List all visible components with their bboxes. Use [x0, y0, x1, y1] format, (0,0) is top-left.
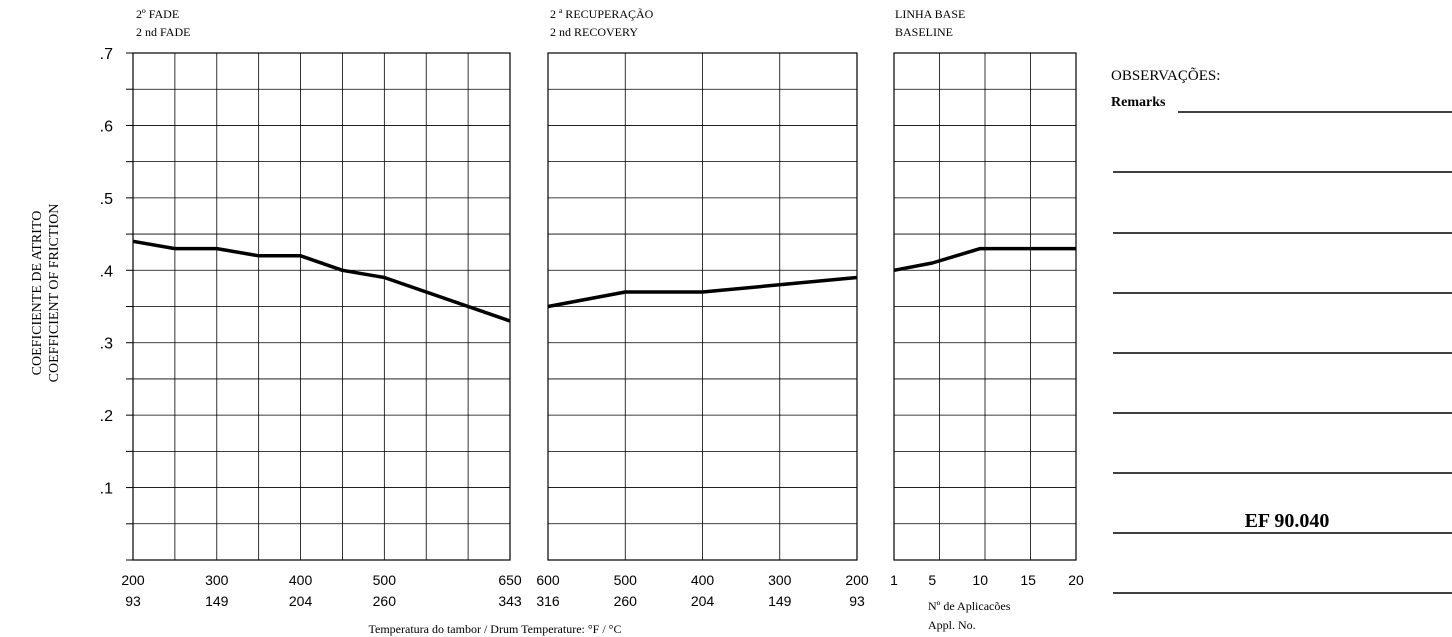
recovery-panel-title-line2: 2 nd RECOVERY — [550, 25, 638, 39]
fade-panel-title-line1: 2º FADE — [136, 7, 179, 21]
series-line — [547, 275, 858, 309]
x-tick-label-secondary: 204 — [289, 593, 313, 609]
baseline-panel-title-line1: LINHA BASE — [895, 7, 965, 21]
x-tick-label: 300 — [205, 572, 229, 588]
series-line — [893, 246, 1076, 273]
x-tick-label-secondary: 316 — [536, 593, 560, 609]
y-tick-label: .3 — [100, 336, 113, 353]
x-tick-label: 10 — [972, 572, 988, 588]
y-tick-label: .1 — [100, 481, 113, 498]
remarks-section: OBSERVAÇÕES: Remarks EF 90.040 — [1111, 67, 1452, 594]
baseline-x-axis-title-line2: Appl. No. — [928, 618, 976, 632]
y-tick-labels: .1 .2 .3 .4 .5 .6 .7 — [100, 46, 133, 561]
x-tick-label: 300 — [768, 572, 792, 588]
y-tick-label: .6 — [100, 118, 113, 135]
x-tick-label: 600 — [536, 572, 560, 588]
x-tick-label: 200 — [845, 572, 869, 588]
x-tick-label: 200 — [121, 572, 145, 588]
y-tick-label: .5 — [100, 191, 113, 208]
x-tick-label-secondary: 149 — [768, 593, 792, 609]
recovery-panel-title-line1: 2 ª RECUPERAÇÃO — [550, 7, 654, 21]
x-tick-label: 500 — [373, 572, 397, 588]
baseline-panel-title-line2: BASELINE — [895, 25, 953, 39]
x-tick-label: 1 — [890, 572, 898, 588]
x-tick-label-secondary: 149 — [205, 593, 229, 609]
x-tick-label: 20 — [1068, 572, 1084, 588]
baseline-panel: 1 5 10 15 20 — [890, 52, 1084, 588]
fade-panel: 200 300 400 500 650 93 149 204 260 343 — [121, 52, 522, 609]
remarks-title-pt: OBSERVAÇÕES: — [1111, 67, 1220, 84]
x-tick-label-secondary: 260 — [373, 593, 397, 609]
x-tick-label: 400 — [691, 572, 715, 588]
y-axis-title-line2: COEFFICIENT OF FRICTION — [47, 204, 62, 383]
fade-panel-title-line2: 2 nd FADE — [136, 25, 190, 39]
x-tick-label: 400 — [289, 572, 313, 588]
x-tick-label-secondary: 93 — [849, 593, 865, 609]
y-tick-label: .2 — [100, 408, 113, 425]
y-tick-label: .4 — [100, 263, 113, 280]
x-tick-label-secondary: 93 — [125, 593, 141, 609]
x-tick-label-secondary: 204 — [691, 593, 715, 609]
x-tick-label-secondary: 260 — [614, 593, 638, 609]
product-code: EF 90.040 — [1245, 510, 1330, 532]
recovery-panel: 600 500 400 300 200 316 260 204 149 93 — [536, 52, 869, 609]
x-tick-label-secondary: 343 — [498, 593, 522, 609]
x-tick-label: 500 — [614, 572, 638, 588]
y-axis-title: COEFICIENTE DE ATRITO COEFFICIENT OF FRI… — [30, 204, 62, 383]
y-tick-label: .7 — [100, 46, 113, 63]
series-line — [132, 239, 511, 323]
x-axis-title: Temperatura do tambor / Drum Temperature… — [369, 622, 622, 636]
x-tick-label: 15 — [1020, 572, 1036, 588]
x-tick-label: 5 — [928, 572, 936, 588]
baseline-x-axis-title-line1: Nº de Aplicacões — [928, 599, 1011, 613]
remarks-title-en: Remarks — [1111, 95, 1166, 110]
x-tick-label: 650 — [498, 572, 522, 588]
y-axis-title-line1: COEFICIENTE DE ATRITO — [30, 211, 45, 376]
